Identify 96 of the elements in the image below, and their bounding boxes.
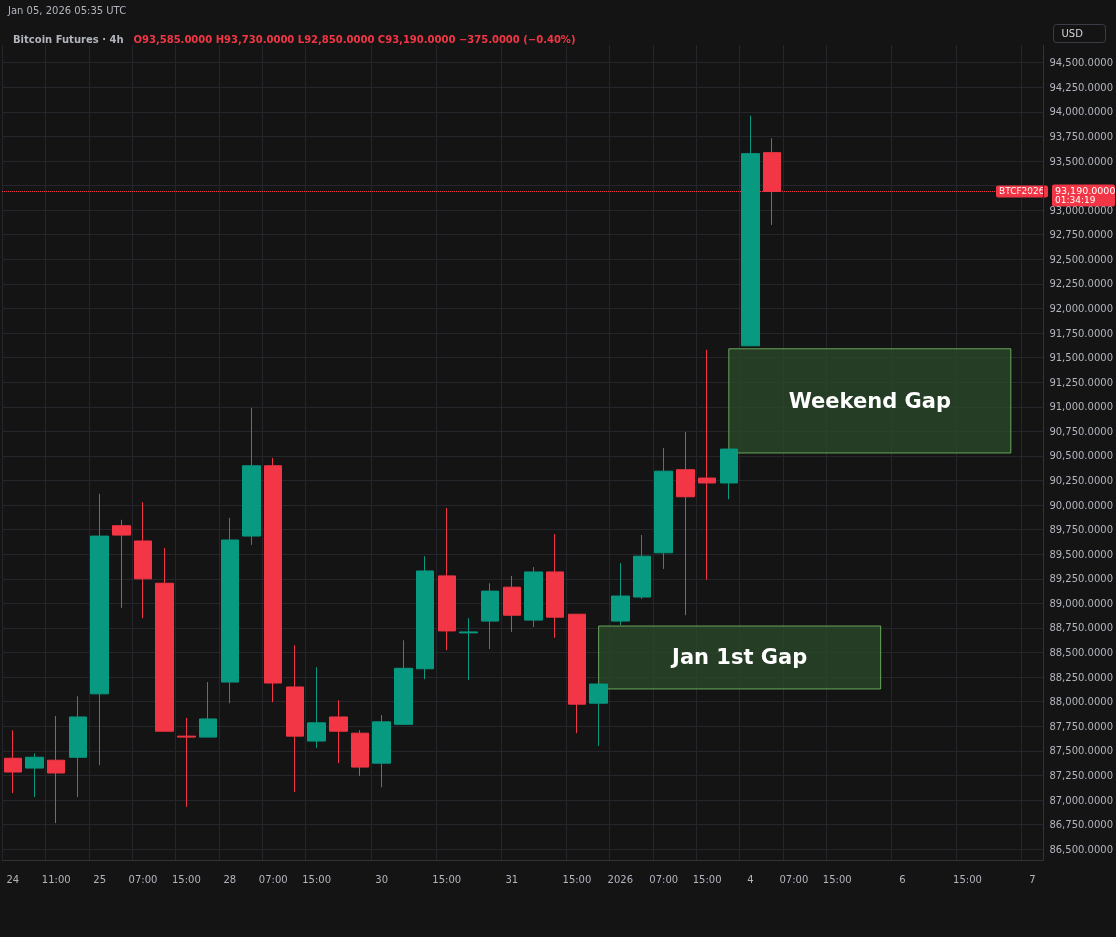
x-tick-label: 24 (6, 873, 20, 885)
candlestick (394, 639, 413, 725)
candlestick (307, 666, 326, 749)
candlestick (112, 519, 131, 609)
candlestick (264, 457, 282, 703)
candlestick (199, 681, 217, 738)
x-tick-label: 2026 (607, 873, 634, 885)
y-tick-label: 93,500.0000 (1049, 155, 1114, 167)
y-tick-label: 87,000.0000 (1049, 794, 1114, 806)
y-tick-label: 89,250.0000 (1049, 573, 1114, 585)
y-tick-label: 94,500.0000 (1049, 57, 1114, 69)
band-label: Jan 1st Gap (670, 645, 808, 670)
y-tick-label: 86,750.0000 (1049, 819, 1114, 831)
candlestick (416, 555, 434, 680)
x-tick-label: 7 (1029, 873, 1036, 885)
candlestick (4, 729, 22, 794)
x-tick-label: 15:00 (822, 873, 852, 885)
y-tick-label: 91,250.0000 (1049, 376, 1114, 388)
text: 01:34:19 (1055, 194, 1096, 205)
candlestick (286, 644, 304, 793)
y-tick-label: 92,750.0000 (1049, 229, 1114, 241)
y-tick-label: 92,250.0000 (1049, 278, 1114, 290)
y-tick-label: 88,500.0000 (1049, 647, 1114, 659)
candlestick (676, 431, 695, 616)
y-tick-label: 93,000.0000 (1049, 204, 1114, 216)
y-tick-label: 91,750.0000 (1049, 327, 1114, 339)
y-tick-label: 92,500.0000 (1049, 253, 1114, 265)
x-tick-label: 15:00 (953, 873, 982, 885)
x-tick-label: 07:00 (258, 873, 288, 885)
candlestick (242, 407, 261, 546)
candlestick (134, 501, 152, 619)
candlestick (155, 547, 174, 732)
band-label: Weekend Gap (788, 388, 951, 413)
y-tick-label: 87,750.0000 (1049, 720, 1114, 732)
candlestick (524, 566, 543, 628)
candlestick (698, 349, 716, 581)
y-tick-label: 89,750.0000 (1049, 524, 1114, 536)
y-tick-label: 92,000.0000 (1049, 302, 1114, 314)
candlestick (90, 493, 109, 766)
x-tick-label: 6 (899, 873, 906, 885)
y-tick-label: 88,000.0000 (1049, 696, 1114, 708)
x-tick-label: 15:00 (172, 873, 201, 885)
y-tick-label: 90,000.0000 (1049, 499, 1114, 511)
x-tick-label: 15:00 (302, 873, 331, 885)
y-tick-label: 94,250.0000 (1049, 81, 1114, 93)
y-tick-label: 91,500.0000 (1049, 352, 1114, 364)
candlestick (47, 715, 65, 824)
x-tick-label: 28 (223, 873, 237, 885)
candlestick (329, 699, 348, 764)
candlestick (69, 695, 87, 798)
candlestick (481, 582, 499, 650)
x-tick-label: 4 (747, 873, 754, 885)
x-tick-label: 25 (93, 873, 106, 885)
y-tick-label: 88,250.0000 (1049, 671, 1114, 683)
candlestick (611, 562, 630, 626)
y-tick-label: 87,500.0000 (1049, 745, 1114, 757)
y-tick-label: 89,000.0000 (1049, 597, 1114, 609)
y-tick-label: 90,750.0000 (1049, 425, 1114, 437)
y-tick-label: 86,500.0000 (1049, 843, 1114, 855)
y-tick-label: 88,750.0000 (1049, 622, 1114, 634)
text: 93,190.0000 (1055, 184, 1116, 196)
x-tick-label: 31 (505, 873, 519, 885)
candlestick (568, 613, 586, 734)
x-tick-label: 11:00 (41, 873, 71, 885)
candlestick (351, 729, 369, 777)
candlestick (372, 714, 391, 788)
candlestick (546, 533, 564, 639)
chart-title: Bitcoin Futures · 4h (13, 33, 124, 45)
candlestick (503, 575, 521, 633)
y-tick-label: 91,000.0000 (1049, 401, 1114, 413)
x-tick-label: 07:00 (128, 873, 158, 885)
y-axis-title: USD (1061, 28, 1084, 39)
x-tick-label: 15:00 (432, 873, 462, 885)
candlestick (589, 683, 608, 747)
candlestick (25, 752, 44, 798)
candlestick (633, 534, 651, 600)
y-tick-label: 87,250.0000 (1049, 769, 1114, 781)
y-tick-label: 93,750.0000 (1049, 130, 1114, 142)
y-tick-label: 89,500.0000 (1049, 548, 1114, 560)
x-tick-label: 07:00 (779, 873, 809, 885)
candlestick (654, 447, 673, 570)
candlestick (741, 115, 760, 347)
x-tick-label: 15:00 (562, 873, 592, 885)
x-tick-label: 30 (375, 873, 389, 885)
y-tick-label: 90,250.0000 (1049, 475, 1114, 487)
chart-subtitle: O93,585.0000 H93,730.0000 L92,850.0000 C93,190.0000 −375.0000 (−0.40%) (133, 33, 576, 45)
x-tick-label: 15:00 (692, 873, 722, 885)
y-tick-label: 90,500.0000 (1049, 450, 1114, 462)
y-tick-label: 94,000.0000 (1049, 106, 1114, 118)
candlestick (720, 448, 738, 500)
candlestick (459, 617, 478, 681)
candlestick (221, 517, 239, 704)
text: Jan 05, 2026 05:35 UTC (7, 4, 127, 16)
candlestick (177, 717, 196, 808)
x-tick-label: 07:00 (649, 873, 679, 885)
candlestick (438, 507, 456, 651)
